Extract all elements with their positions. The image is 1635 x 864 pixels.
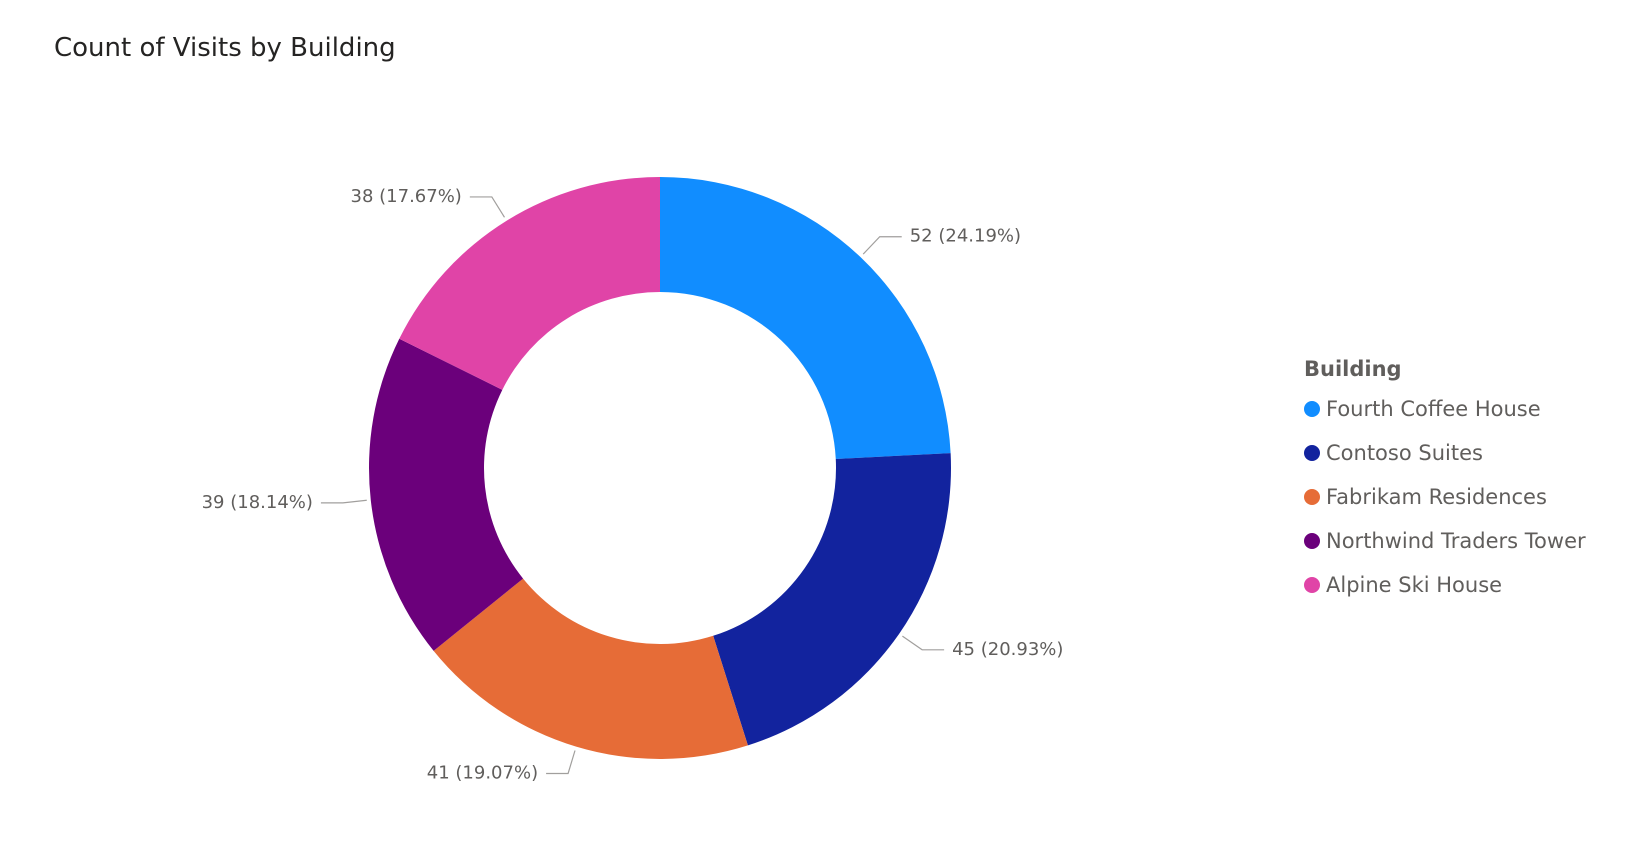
data-label: 39 (18.14%) [202, 492, 313, 513]
data-label: 52 (24.19%) [910, 226, 1021, 247]
legend-items: Fourth Coffee House Contoso Suites Fabrika… [1304, 387, 1586, 607]
slice-northwind-traders-tower[interactable] [368, 338, 524, 651]
legend-label: Alpine Ski House [1326, 573, 1503, 597]
legend-label: Contoso Suites [1326, 441, 1483, 465]
legend-item[interactable]: Fourth Coffee House [1304, 387, 1586, 431]
legend-label: Fabrikam Residences [1326, 485, 1547, 509]
legend-item[interactable]: Fabrikam Residences [1304, 475, 1586, 519]
legend-marker [1304, 489, 1320, 505]
legend-label: Fourth Coffee House [1326, 397, 1541, 421]
slice-fabrikam-residences[interactable] [433, 578, 748, 760]
legend-title: Building [1304, 357, 1402, 381]
slice-contoso-suites[interactable] [713, 453, 951, 746]
chart-title: Count of Visits by Building [54, 33, 396, 63]
leader-line [320, 499, 367, 504]
legend-marker [1304, 401, 1320, 417]
data-label: 45 (20.93%) [952, 639, 1063, 660]
leader-line [546, 750, 576, 775]
data-label: 38 (17.67%) [351, 186, 462, 207]
legend-marker [1304, 577, 1320, 593]
leader-line [902, 635, 945, 651]
slice-fourth-coffee-house[interactable] [660, 177, 951, 460]
leader-line [469, 196, 505, 218]
data-label: 41 (19.07%) [427, 762, 538, 783]
legend: Building Fourth Coffee House Contoso Suit… [1304, 357, 1586, 607]
leader-line [862, 236, 902, 255]
legend-label: Northwind Traders Tower [1326, 529, 1586, 553]
legend-item[interactable]: Contoso Suites [1304, 431, 1586, 475]
slice-alpine-ski-house[interactable] [399, 177, 660, 390]
legend-marker [1304, 445, 1320, 461]
legend-item[interactable]: Northwind Traders Tower [1304, 519, 1586, 563]
legend-marker [1304, 533, 1320, 549]
legend-item[interactable]: Alpine Ski House [1304, 563, 1586, 607]
